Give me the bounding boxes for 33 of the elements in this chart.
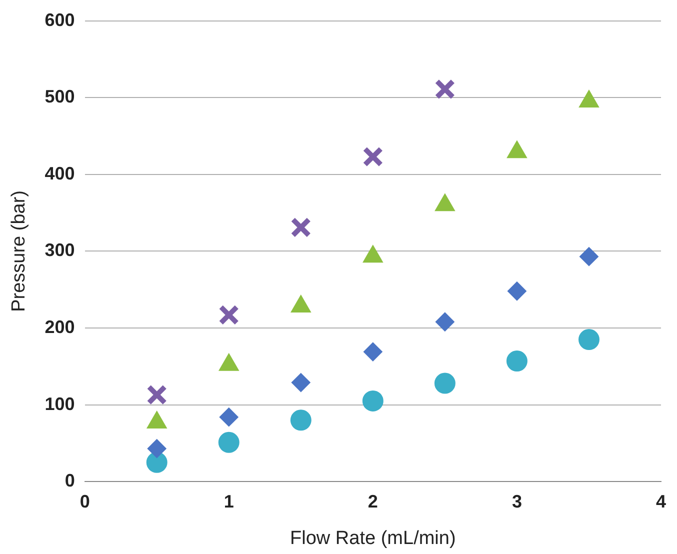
point (146, 384, 168, 406)
x-tick-label: 2 (368, 491, 378, 512)
point (507, 282, 526, 301)
point (362, 146, 384, 168)
y-tick-label: 100 (44, 394, 75, 414)
point (290, 410, 312, 431)
point (578, 329, 600, 350)
x-tick-label: 3 (512, 491, 522, 512)
point (434, 78, 456, 100)
point (290, 217, 312, 238)
x-tick-label: 1 (224, 491, 234, 512)
y-tick-label: 500 (44, 86, 75, 107)
point (506, 350, 528, 372)
point (362, 390, 384, 412)
point (146, 452, 168, 473)
point (435, 312, 454, 332)
x-axis-title: Flow Rate (mL/min) (290, 528, 456, 549)
point (291, 373, 310, 392)
x-tick-label: 0 (80, 491, 90, 512)
point (219, 408, 238, 427)
y-tick-label: 300 (44, 240, 75, 260)
point (218, 432, 240, 453)
point (434, 372, 456, 394)
point (363, 342, 382, 362)
point (579, 247, 598, 266)
y-axis-title: Pressure (bar) (8, 190, 30, 312)
x-tick-label: 4 (656, 491, 666, 512)
y-tick-label: 600 (44, 10, 75, 30)
point (147, 439, 166, 458)
y-tick-label: 400 (44, 163, 75, 184)
y-tick-label: 200 (44, 316, 75, 337)
y-tick-label: 0 (64, 470, 75, 491)
point (218, 304, 240, 326)
